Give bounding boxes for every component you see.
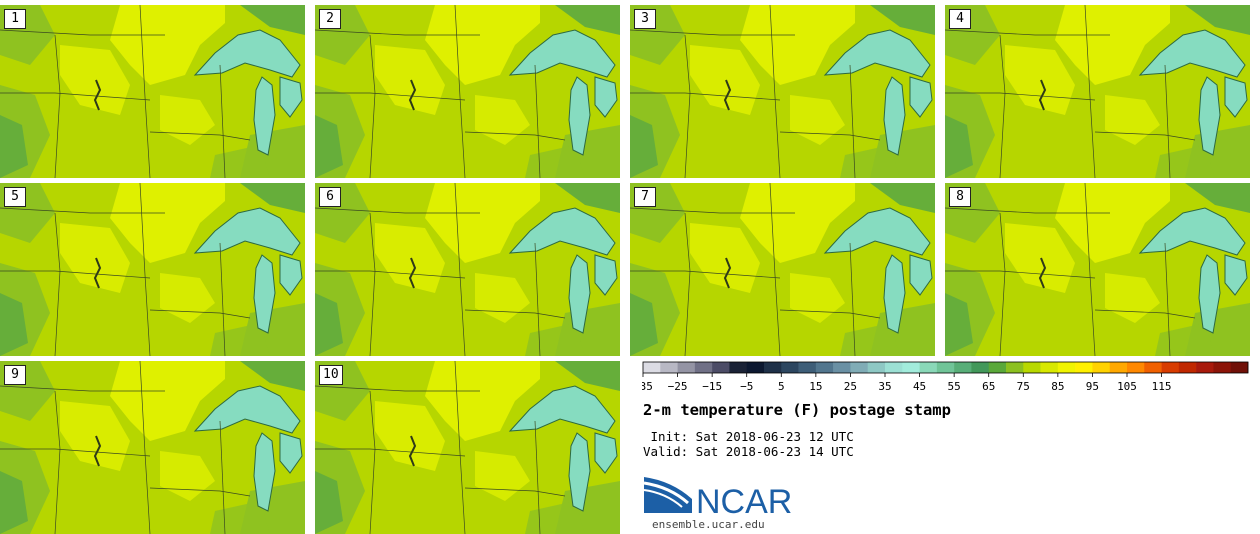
colorbar-tick-label: 115 (1152, 380, 1172, 393)
colorbar-tick-label: 75 (1017, 380, 1030, 393)
colorbar-bin (729, 362, 748, 373)
map-panel: 1 (0, 5, 305, 178)
colorbar-tick-label: 25 (844, 380, 857, 393)
temperature-map (315, 5, 620, 178)
colorbar-bin (677, 362, 696, 373)
colorbar-bin (798, 362, 817, 373)
temperature-colorbar: −35 −25 −15 −5 5 15 25 35 45 55 65 75 85 95 105 115 (642, 361, 1249, 393)
colorbar-bin (660, 362, 678, 373)
member-label: 6 (319, 187, 341, 207)
colorbar-bin (867, 362, 886, 373)
colorbar-bin (746, 362, 765, 373)
colorbar-bin (643, 362, 661, 373)
member-label: 2 (319, 9, 341, 29)
colorbar-bin (850, 362, 869, 373)
colorbar-bin (919, 362, 938, 373)
member-label: 1 (4, 9, 26, 29)
colorbar-bin (1023, 362, 1041, 373)
colorbar-bin (1178, 362, 1197, 373)
temperature-map (315, 183, 620, 356)
map-panel: 8 (945, 183, 1250, 356)
colorbar-bin (902, 362, 920, 373)
colorbar-tick-label: 35 (878, 380, 891, 393)
colorbar-tick-label: 95 (1086, 380, 1099, 393)
map-panel: 9 (0, 361, 305, 534)
colorbar-tick-label: −25 (668, 380, 688, 393)
colorbar-bin (1075, 362, 1093, 373)
map-panel: 5 (0, 183, 305, 356)
logo-swoosh (644, 477, 692, 513)
colorbar-tick-label: 65 (982, 380, 995, 393)
colorbar-bin (936, 362, 955, 373)
colorbar-tick-label: 55 (948, 380, 961, 393)
ncar-logo-icon: NCAR (643, 477, 792, 519)
map-panel: 2 (315, 5, 620, 178)
colorbar-tick-label: −35 (642, 380, 653, 393)
colorbar-tick-label: 45 (913, 380, 926, 393)
temperature-map (0, 361, 305, 534)
colorbar-bin (694, 362, 713, 373)
colorbar-bin (781, 362, 799, 373)
colorbar-bin (1127, 362, 1145, 373)
colorbar-tick-label: 105 (1117, 380, 1137, 393)
map-panel: 3 (630, 5, 935, 178)
member-label: 10 (319, 365, 343, 385)
colorbar-bin (1057, 362, 1076, 373)
colorbar-bin (815, 362, 834, 373)
colorbar-bin (712, 362, 730, 373)
colorbar-bin (1092, 362, 1111, 373)
colorbar-bin (1196, 362, 1214, 373)
colorbar-bin (1161, 362, 1180, 373)
member-label: 3 (634, 9, 656, 29)
member-label: 9 (4, 365, 26, 385)
map-panel: 7 (630, 183, 935, 356)
member-label: 7 (634, 187, 656, 207)
map-panel: 6 (315, 183, 620, 356)
colorbar-frame (642, 361, 1249, 374)
map-panel: 4 (945, 5, 1250, 178)
colorbar-tick-label: −15 (702, 380, 722, 393)
init-time: Init: Sat 2018-06-23 12 UTC (643, 429, 854, 444)
temperature-map (630, 183, 935, 356)
colorbar-bin (1109, 362, 1128, 373)
colorbar-bin (1144, 362, 1162, 373)
temperature-map (945, 183, 1250, 356)
colorbar-tick-label: 85 (1051, 380, 1064, 393)
colorbar-bin (764, 362, 782, 373)
colorbar-tick-label: −5 (740, 380, 753, 393)
colorbar-bin (1230, 362, 1249, 373)
website-url: ensemble.ucar.edu (652, 518, 765, 531)
colorbar-bin (1040, 362, 1059, 373)
map-panel: 10 (315, 361, 620, 534)
temperature-map (0, 183, 305, 356)
valid-time: Valid: Sat 2018-06-23 14 UTC (643, 444, 854, 459)
colorbar-bin (1006, 362, 1024, 373)
colorbar-bin (1213, 362, 1232, 373)
chart-title: 2-m temperature (F) postage stamp (643, 401, 951, 419)
logo-text: NCAR (696, 483, 792, 519)
colorbar-bin (971, 362, 990, 373)
colorbar-tick-label: 5 (778, 380, 785, 393)
temperature-map (0, 5, 305, 178)
colorbar-tick-label: 15 (809, 380, 822, 393)
member-label: 5 (4, 187, 26, 207)
temperature-map (315, 361, 620, 534)
temperature-map (945, 5, 1250, 178)
member-label: 4 (949, 9, 971, 29)
temperature-map (630, 5, 935, 178)
member-label: 8 (949, 187, 971, 207)
colorbar-bin (954, 362, 972, 373)
colorbar-bin (885, 362, 903, 373)
colorbar-bin (988, 362, 1007, 373)
colorbar-bin (833, 362, 851, 373)
